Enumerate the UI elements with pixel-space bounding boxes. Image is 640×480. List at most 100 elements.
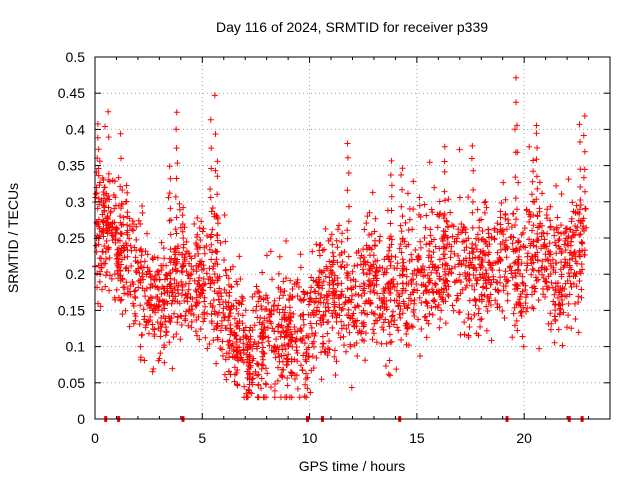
data-point (283, 237, 290, 244)
data-point (512, 195, 519, 202)
data-point (419, 263, 426, 270)
data-point (163, 262, 170, 269)
data-point (344, 154, 351, 161)
data-point (136, 321, 143, 328)
data-point (520, 304, 527, 311)
data-point (227, 266, 234, 273)
data-point (335, 330, 342, 337)
data-point (514, 149, 521, 156)
data-point (100, 233, 107, 240)
data-point (289, 370, 296, 377)
data-point (118, 231, 125, 238)
data-point (284, 375, 291, 382)
data-point (119, 311, 126, 318)
data-point (260, 296, 267, 303)
data-point (373, 281, 380, 288)
data-point (114, 267, 121, 274)
data-point (129, 218, 136, 225)
data-point (225, 342, 232, 349)
data-point (183, 268, 190, 275)
data-point (180, 241, 187, 248)
data-point (246, 327, 253, 334)
data-point (208, 231, 215, 238)
data-point (534, 185, 541, 192)
data-point (158, 314, 165, 321)
data-point (310, 343, 317, 350)
y-tick-label: 0.15 (58, 302, 85, 318)
data-point (304, 290, 311, 297)
data-point (166, 292, 173, 299)
data-point (95, 262, 102, 269)
data-point (214, 237, 221, 244)
data-point (195, 250, 202, 257)
data-point (182, 317, 189, 324)
data-point (258, 375, 265, 382)
data-point (404, 190, 411, 197)
data-point (416, 194, 423, 201)
data-point (441, 210, 448, 217)
data-point (349, 268, 356, 275)
data-point (200, 318, 207, 325)
data-point (572, 315, 579, 322)
data-point (243, 335, 250, 342)
data-point (179, 251, 186, 258)
data-point (139, 209, 146, 216)
data-point (237, 276, 244, 283)
data-point (345, 253, 352, 260)
data-point (291, 323, 298, 330)
data-point (194, 214, 201, 221)
data-point (338, 238, 345, 245)
data-point (507, 263, 514, 270)
data-point (388, 207, 395, 214)
data-point (139, 269, 146, 276)
data-point (263, 381, 270, 388)
data-point (333, 237, 340, 244)
data-point (544, 215, 551, 222)
data-point (256, 319, 263, 326)
data-point (469, 209, 476, 216)
data-point (162, 332, 169, 339)
data-point (447, 254, 454, 261)
data-point (99, 218, 106, 225)
data-point (556, 311, 563, 318)
data-point (447, 209, 454, 216)
data-point (249, 357, 256, 364)
data-point (340, 333, 347, 340)
data-point (528, 227, 535, 234)
data-point (262, 365, 269, 372)
data-point (124, 222, 131, 229)
data-point (497, 214, 504, 221)
data-point (95, 165, 102, 172)
data-point (213, 256, 220, 263)
data-point (284, 361, 291, 368)
data-point (566, 273, 573, 280)
data-point (166, 190, 173, 197)
data-point (281, 316, 288, 323)
data-point (297, 362, 304, 369)
data-point (324, 330, 331, 337)
data-point (575, 293, 582, 300)
data-point (315, 299, 322, 306)
data-point (274, 306, 281, 313)
data-point (247, 333, 254, 340)
data-point (345, 306, 352, 313)
data-point (118, 261, 125, 268)
data-point (347, 343, 354, 350)
data-point (265, 299, 272, 306)
data-point (534, 144, 541, 151)
data-point (326, 346, 333, 353)
data-point (132, 317, 139, 324)
data-point (257, 295, 264, 302)
data-point (565, 300, 572, 307)
data-point (554, 214, 561, 221)
data-point (218, 346, 225, 353)
data-point (179, 287, 186, 294)
data-point (561, 286, 568, 293)
data-point (95, 300, 102, 307)
data-point (432, 243, 439, 250)
data-point (410, 308, 417, 315)
data-point (264, 294, 271, 301)
data-point (272, 354, 279, 361)
data-point (198, 218, 205, 225)
data-point (568, 284, 575, 291)
